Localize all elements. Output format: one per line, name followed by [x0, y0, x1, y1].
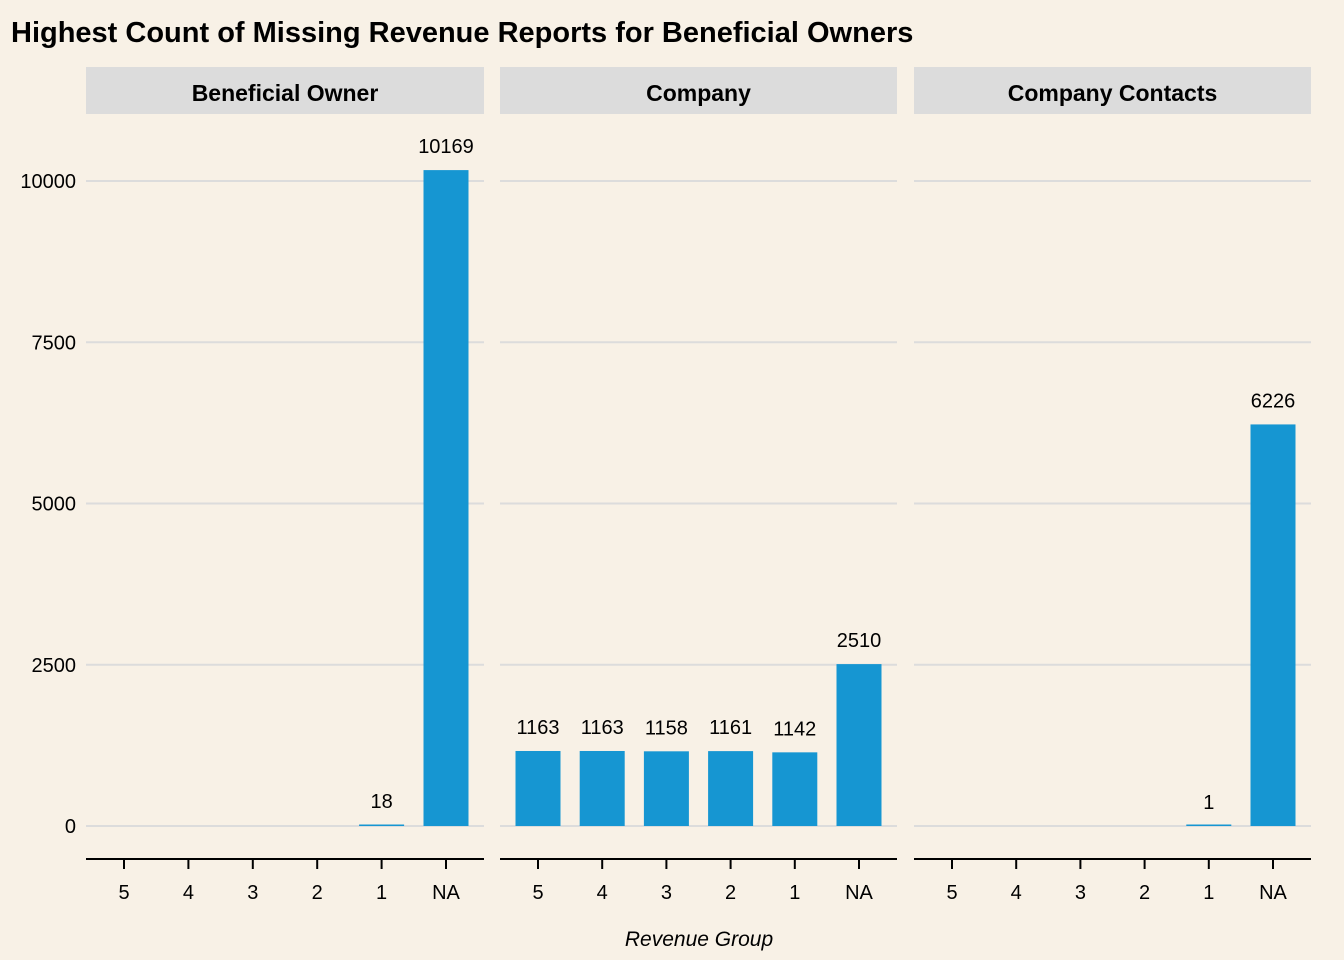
bar-value-label: 1 [1203, 792, 1214, 814]
facet-strip [500, 67, 897, 114]
facet-panel: Beneficial Owner 18 10169 5 4 3 2 1 NA [86, 67, 484, 904]
bar [708, 751, 754, 826]
x-tick-label: 5 [118, 882, 129, 904]
y-tick-label: 0 [65, 816, 76, 838]
bar [515, 750, 561, 826]
x-tick-label: 3 [661, 882, 672, 904]
chart-title: Highest Count of Missing Revenue Reports… [11, 17, 913, 49]
x-tick-label: 4 [1011, 882, 1022, 904]
bar [772, 752, 818, 826]
facet-strip [86, 67, 484, 114]
x-tick-label: NA [845, 882, 873, 904]
bar-value-label: 1161 [709, 717, 752, 739]
bar-value-label: 1158 [645, 717, 688, 739]
x-tick-label: 4 [597, 882, 608, 904]
y-axis: 0 2500 5000 7500 10000 [20, 171, 76, 838]
facet-strip-label: Company [646, 80, 751, 106]
x-tick-label: 4 [183, 882, 194, 904]
bar-value-label: 1163 [516, 717, 559, 739]
bar-value-label: 1163 [581, 717, 624, 739]
bar [359, 824, 405, 826]
x-axis-title: Revenue Group [625, 928, 773, 951]
bar [643, 751, 689, 826]
bar [423, 170, 469, 827]
bar [1186, 824, 1232, 826]
facet-panel: Company Contacts 1 6226 5 4 3 2 1 NA [914, 67, 1311, 904]
y-tick-label: 5000 [32, 494, 77, 516]
bar [1250, 424, 1296, 826]
bar [579, 750, 625, 826]
bar-value-label: 10169 [418, 136, 474, 158]
x-tick-label: 1 [376, 882, 387, 904]
x-tick-label: 2 [725, 882, 736, 904]
x-tick-label: NA [432, 882, 460, 904]
y-tick-label: 7500 [32, 332, 77, 354]
y-tick-label: 2500 [32, 655, 77, 677]
x-tick-label: 1 [789, 882, 800, 904]
y-tick-label: 10000 [20, 171, 76, 193]
x-tick-label: 5 [946, 882, 957, 904]
x-tick-label: NA [1259, 882, 1287, 904]
x-tick-label: 2 [1139, 882, 1150, 904]
facet-strip-label: Beneficial Owner [192, 80, 379, 106]
bar-value-label: 1142 [773, 718, 816, 740]
x-tick-label: 5 [532, 882, 543, 904]
x-tick-label: 3 [247, 882, 258, 904]
facet-strip-label: Company Contacts [1008, 80, 1218, 106]
facet-panel: Company 1163 1163 1158 1161 1142 2510 5 4 3 2 1 NA [500, 67, 897, 904]
bar [836, 664, 882, 826]
x-tick-label: 1 [1203, 882, 1214, 904]
x-tick-label: 2 [312, 882, 323, 904]
bar-value-label: 2510 [837, 630, 882, 652]
bar-value-label: 18 [370, 791, 392, 813]
x-tick-label: 3 [1075, 882, 1086, 904]
facet-strip [914, 67, 1311, 114]
bar-value-label: 6226 [1251, 390, 1296, 412]
